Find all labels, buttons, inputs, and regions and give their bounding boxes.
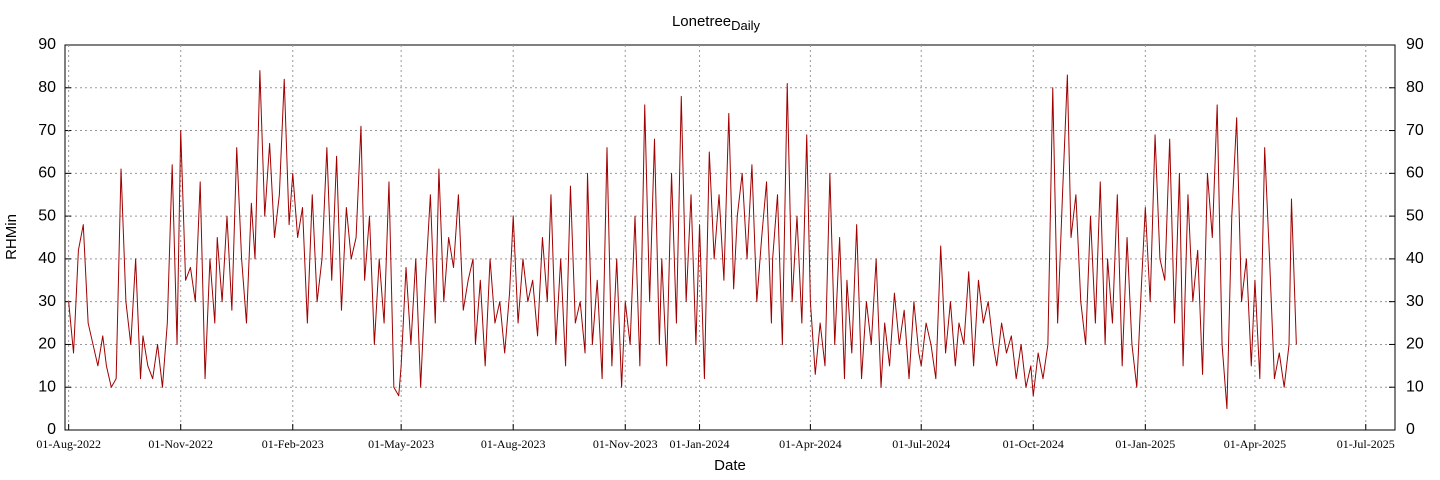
y2-tick-label: 90 <box>1406 36 1424 53</box>
y2-tick-label: 80 <box>1406 79 1424 96</box>
x-tick-label: 01-Nov-2023 <box>593 437 658 451</box>
x-tick-label: 01-May-2023 <box>368 437 434 451</box>
x-axis-label: Date <box>714 457 746 474</box>
y2-tick-label: 40 <box>1406 250 1424 267</box>
y-tick-label: 70 <box>38 122 56 139</box>
y2-tick-label: 20 <box>1406 336 1424 353</box>
y2-tick-label: 10 <box>1406 378 1424 395</box>
y2-tick-label: 50 <box>1406 207 1424 224</box>
y-tick-label: 10 <box>38 378 56 395</box>
y-tick-label: 90 <box>38 36 56 53</box>
y2-tick-label: 30 <box>1406 293 1424 310</box>
x-tick-label: 01-Jan-2024 <box>670 437 730 451</box>
data-line <box>68 70 1297 410</box>
chart-title: LonetreeDaily <box>672 13 761 33</box>
plot-frame <box>64 44 1396 431</box>
y2-tick-label: 70 <box>1406 122 1424 139</box>
y-tick-label: 20 <box>38 336 56 353</box>
x-tick-label: 01-Apr-2024 <box>779 437 841 451</box>
x-tick-label: 01-Aug-2022 <box>36 437 101 451</box>
y2-tick-label: 0 <box>1406 421 1415 438</box>
x-tick-label: 01-Oct-2024 <box>1003 437 1064 451</box>
x-tick-label: 01-Jan-2025 <box>1115 437 1175 451</box>
y-tick-label: 80 <box>38 79 56 96</box>
x-tick-label: 01-Nov-2022 <box>148 437 213 451</box>
x-tick-label: 01-Aug-2023 <box>481 437 546 451</box>
x-tick-label: 01-Jul-2025 <box>1337 437 1395 451</box>
y2-tick-label: 60 <box>1406 165 1424 182</box>
x-tick-label: 01-Jul-2024 <box>892 437 950 451</box>
y-axis-label: RHMin <box>3 214 20 260</box>
y-tick-label: 30 <box>38 293 56 310</box>
title-main: Lonetree <box>672 13 731 30</box>
y-tick-label: 50 <box>38 207 56 224</box>
title-subscript: Daily <box>731 18 760 33</box>
y-tick-label: 60 <box>38 165 56 182</box>
y-tick-label: 0 <box>47 421 56 438</box>
x-tick-label: 01-Feb-2023 <box>262 437 324 451</box>
y-tick-label: 40 <box>38 250 56 267</box>
x-tick-label: 01-Apr-2025 <box>1224 437 1286 451</box>
